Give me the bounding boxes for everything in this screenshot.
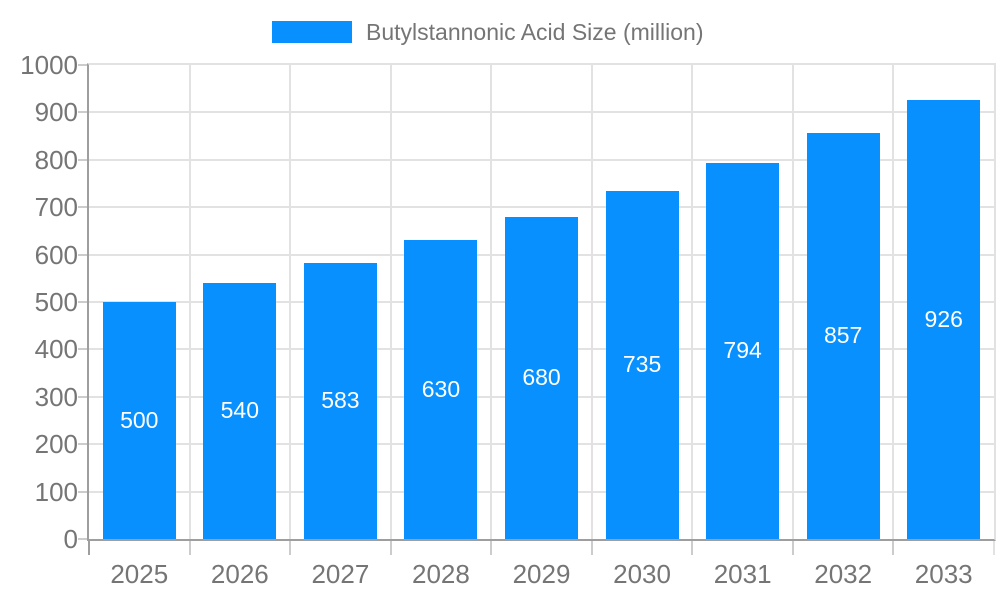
x-gridline xyxy=(892,65,895,539)
bar[interactable]: 926 xyxy=(907,100,981,539)
bar[interactable]: 680 xyxy=(505,216,578,539)
x-gridline xyxy=(691,65,694,539)
y-axis-tick xyxy=(78,111,87,114)
y-axis-label: 200 xyxy=(34,429,78,460)
x-gridline xyxy=(791,65,794,539)
x-axis-label: 2031 xyxy=(713,559,772,589)
bar-value-label: 680 xyxy=(522,363,561,390)
x-axis-tick xyxy=(691,541,694,555)
bar-value-label: 926 xyxy=(924,305,963,332)
bar[interactable]: 794 xyxy=(706,162,780,539)
bar[interactable]: 540 xyxy=(203,283,277,539)
x-axis-tick xyxy=(490,541,493,555)
y-axis-tick xyxy=(78,301,87,303)
x-axis-label: 2032 xyxy=(814,559,873,589)
x-axis-label: 2026 xyxy=(210,559,269,589)
y-gridline xyxy=(89,206,994,209)
bar-value-label: 630 xyxy=(421,375,461,402)
x-axis-label: 2028 xyxy=(412,559,470,589)
x-axis-label: 2029 xyxy=(512,559,571,589)
y-axis-tick xyxy=(78,253,87,256)
y-axis-tick xyxy=(78,348,87,351)
y-axis-label: 700 xyxy=(34,192,78,223)
x-axis-tick xyxy=(892,541,895,555)
bar[interactable]: 583 xyxy=(303,262,377,539)
y-axis-tick xyxy=(78,395,87,398)
bar[interactable]: 500 xyxy=(102,302,176,539)
bar-value-label: 583 xyxy=(321,386,360,413)
legend-label: Butylstannonic Acid Size (million) xyxy=(366,19,704,45)
x-gridline xyxy=(389,65,392,539)
y-axis-tick xyxy=(78,490,87,493)
bar-value-label: 540 xyxy=(220,397,260,424)
bar-value-label: 500 xyxy=(120,406,159,433)
y-gridline xyxy=(89,158,994,161)
y-axis-label: 300 xyxy=(34,381,78,412)
y-axis-label: 100 xyxy=(34,476,78,507)
y-axis-tick xyxy=(78,206,87,209)
y-axis-label: 800 xyxy=(34,144,78,175)
y-axis-label: 600 xyxy=(34,239,78,270)
y-axis-tick xyxy=(78,64,87,66)
x-axis-tick xyxy=(289,541,292,555)
x-axis-label: 2033 xyxy=(914,559,973,589)
legend-swatch xyxy=(272,21,352,43)
y-axis-tick xyxy=(78,443,87,446)
bar-value-label: 857 xyxy=(823,321,863,348)
x-gridline xyxy=(289,65,292,539)
x-gridline xyxy=(188,65,191,539)
plot-area: 500 540 583 630 680 735 794 857 926 xyxy=(87,63,996,541)
y-axis-tick xyxy=(78,158,87,161)
x-gridline xyxy=(490,65,493,539)
bar[interactable]: 857 xyxy=(806,132,880,539)
x-axis-label: 2027 xyxy=(311,559,370,589)
bar[interactable]: 735 xyxy=(605,190,679,539)
bar-value-label: 794 xyxy=(723,336,762,363)
bar[interactable]: 630 xyxy=(404,240,478,539)
y-axis-label: 500 xyxy=(34,287,78,317)
x-axis-tick xyxy=(389,541,392,555)
y-axis-label: 900 xyxy=(34,97,78,128)
x-axis-tick xyxy=(993,541,995,555)
y-axis-label: 0 xyxy=(63,524,78,554)
y-axis-label: 400 xyxy=(34,334,78,365)
bar-value-label: 735 xyxy=(622,350,662,377)
y-gridline xyxy=(89,111,994,114)
x-axis-label: 2025 xyxy=(110,559,169,589)
x-gridline xyxy=(590,65,593,539)
x-axis-tick xyxy=(188,541,191,555)
y-axis-tick xyxy=(78,538,87,540)
x-axis-tick xyxy=(590,541,593,555)
x-axis-tick xyxy=(791,541,794,555)
y-axis-label: 1000 xyxy=(20,50,78,80)
x-axis-label: 2030 xyxy=(613,559,671,589)
x-axis-tick xyxy=(88,541,90,555)
